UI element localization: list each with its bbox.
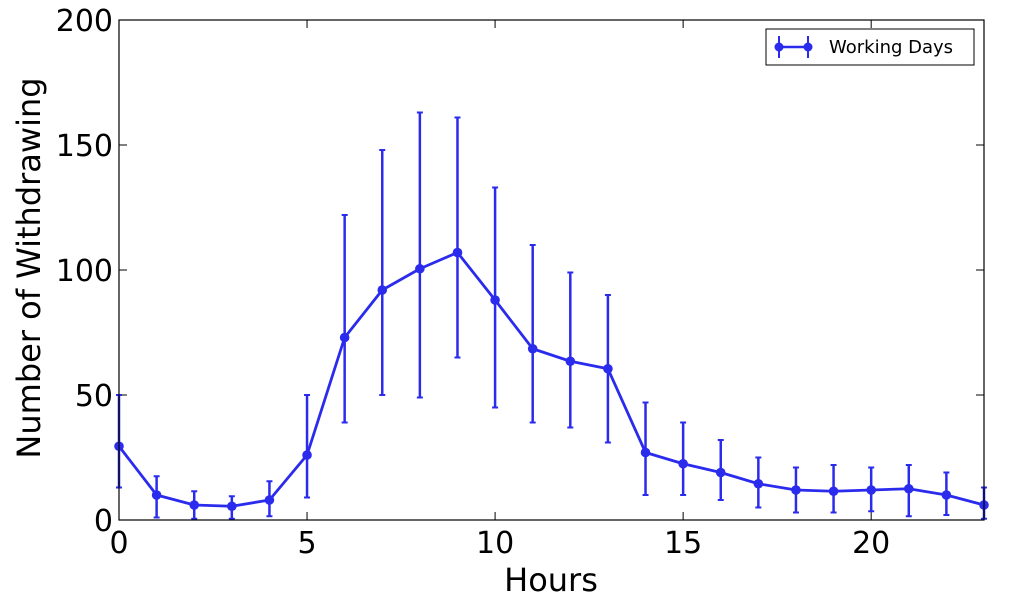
legend-marker-2 (803, 42, 813, 52)
data-point (678, 458, 688, 469)
x-tick-label: 0 (109, 526, 128, 561)
data-point (565, 356, 576, 367)
legend-marker (774, 42, 784, 52)
data-point (603, 363, 613, 374)
y-tick-label: 50 (75, 379, 113, 414)
x-tick-label: 10 (476, 526, 514, 561)
data-point (415, 263, 425, 274)
y-axis-title: Number of Withdrawing (10, 77, 48, 458)
data-point (339, 332, 350, 343)
y-tick-label: 100 (56, 254, 113, 289)
data-point (903, 483, 914, 494)
error-bars (116, 111, 987, 520)
data-point (189, 500, 200, 510)
data-point (866, 485, 876, 495)
data-point (377, 285, 388, 295)
y-tick-label: 0 (94, 504, 113, 539)
data-point (227, 501, 237, 512)
data-point (490, 295, 500, 305)
legend: Working Days (765, 28, 975, 66)
x-axis-title: Hours (504, 561, 598, 599)
x-tick-label: 5 (297, 526, 316, 561)
data-point (828, 486, 839, 497)
axis-ticks (118, 19, 984, 521)
x-tick-label: 15 (664, 526, 702, 561)
data-point (264, 495, 275, 505)
data-point (941, 490, 952, 500)
data-point (527, 343, 538, 354)
legend-label: Working Days (829, 37, 953, 58)
series-line (117, 251, 985, 508)
data-point (151, 490, 162, 500)
series-layer (114, 247, 989, 512)
y-tick-label: 200 (56, 4, 113, 39)
data-point (452, 247, 463, 258)
x-tick-label: 20 (852, 526, 890, 561)
data-point (640, 447, 651, 458)
plot-frame (118, 19, 985, 521)
data-point (715, 467, 726, 478)
data-point (753, 478, 764, 489)
data-point (302, 450, 312, 460)
y-tick-label: 150 (56, 129, 113, 164)
data-point (791, 485, 801, 495)
